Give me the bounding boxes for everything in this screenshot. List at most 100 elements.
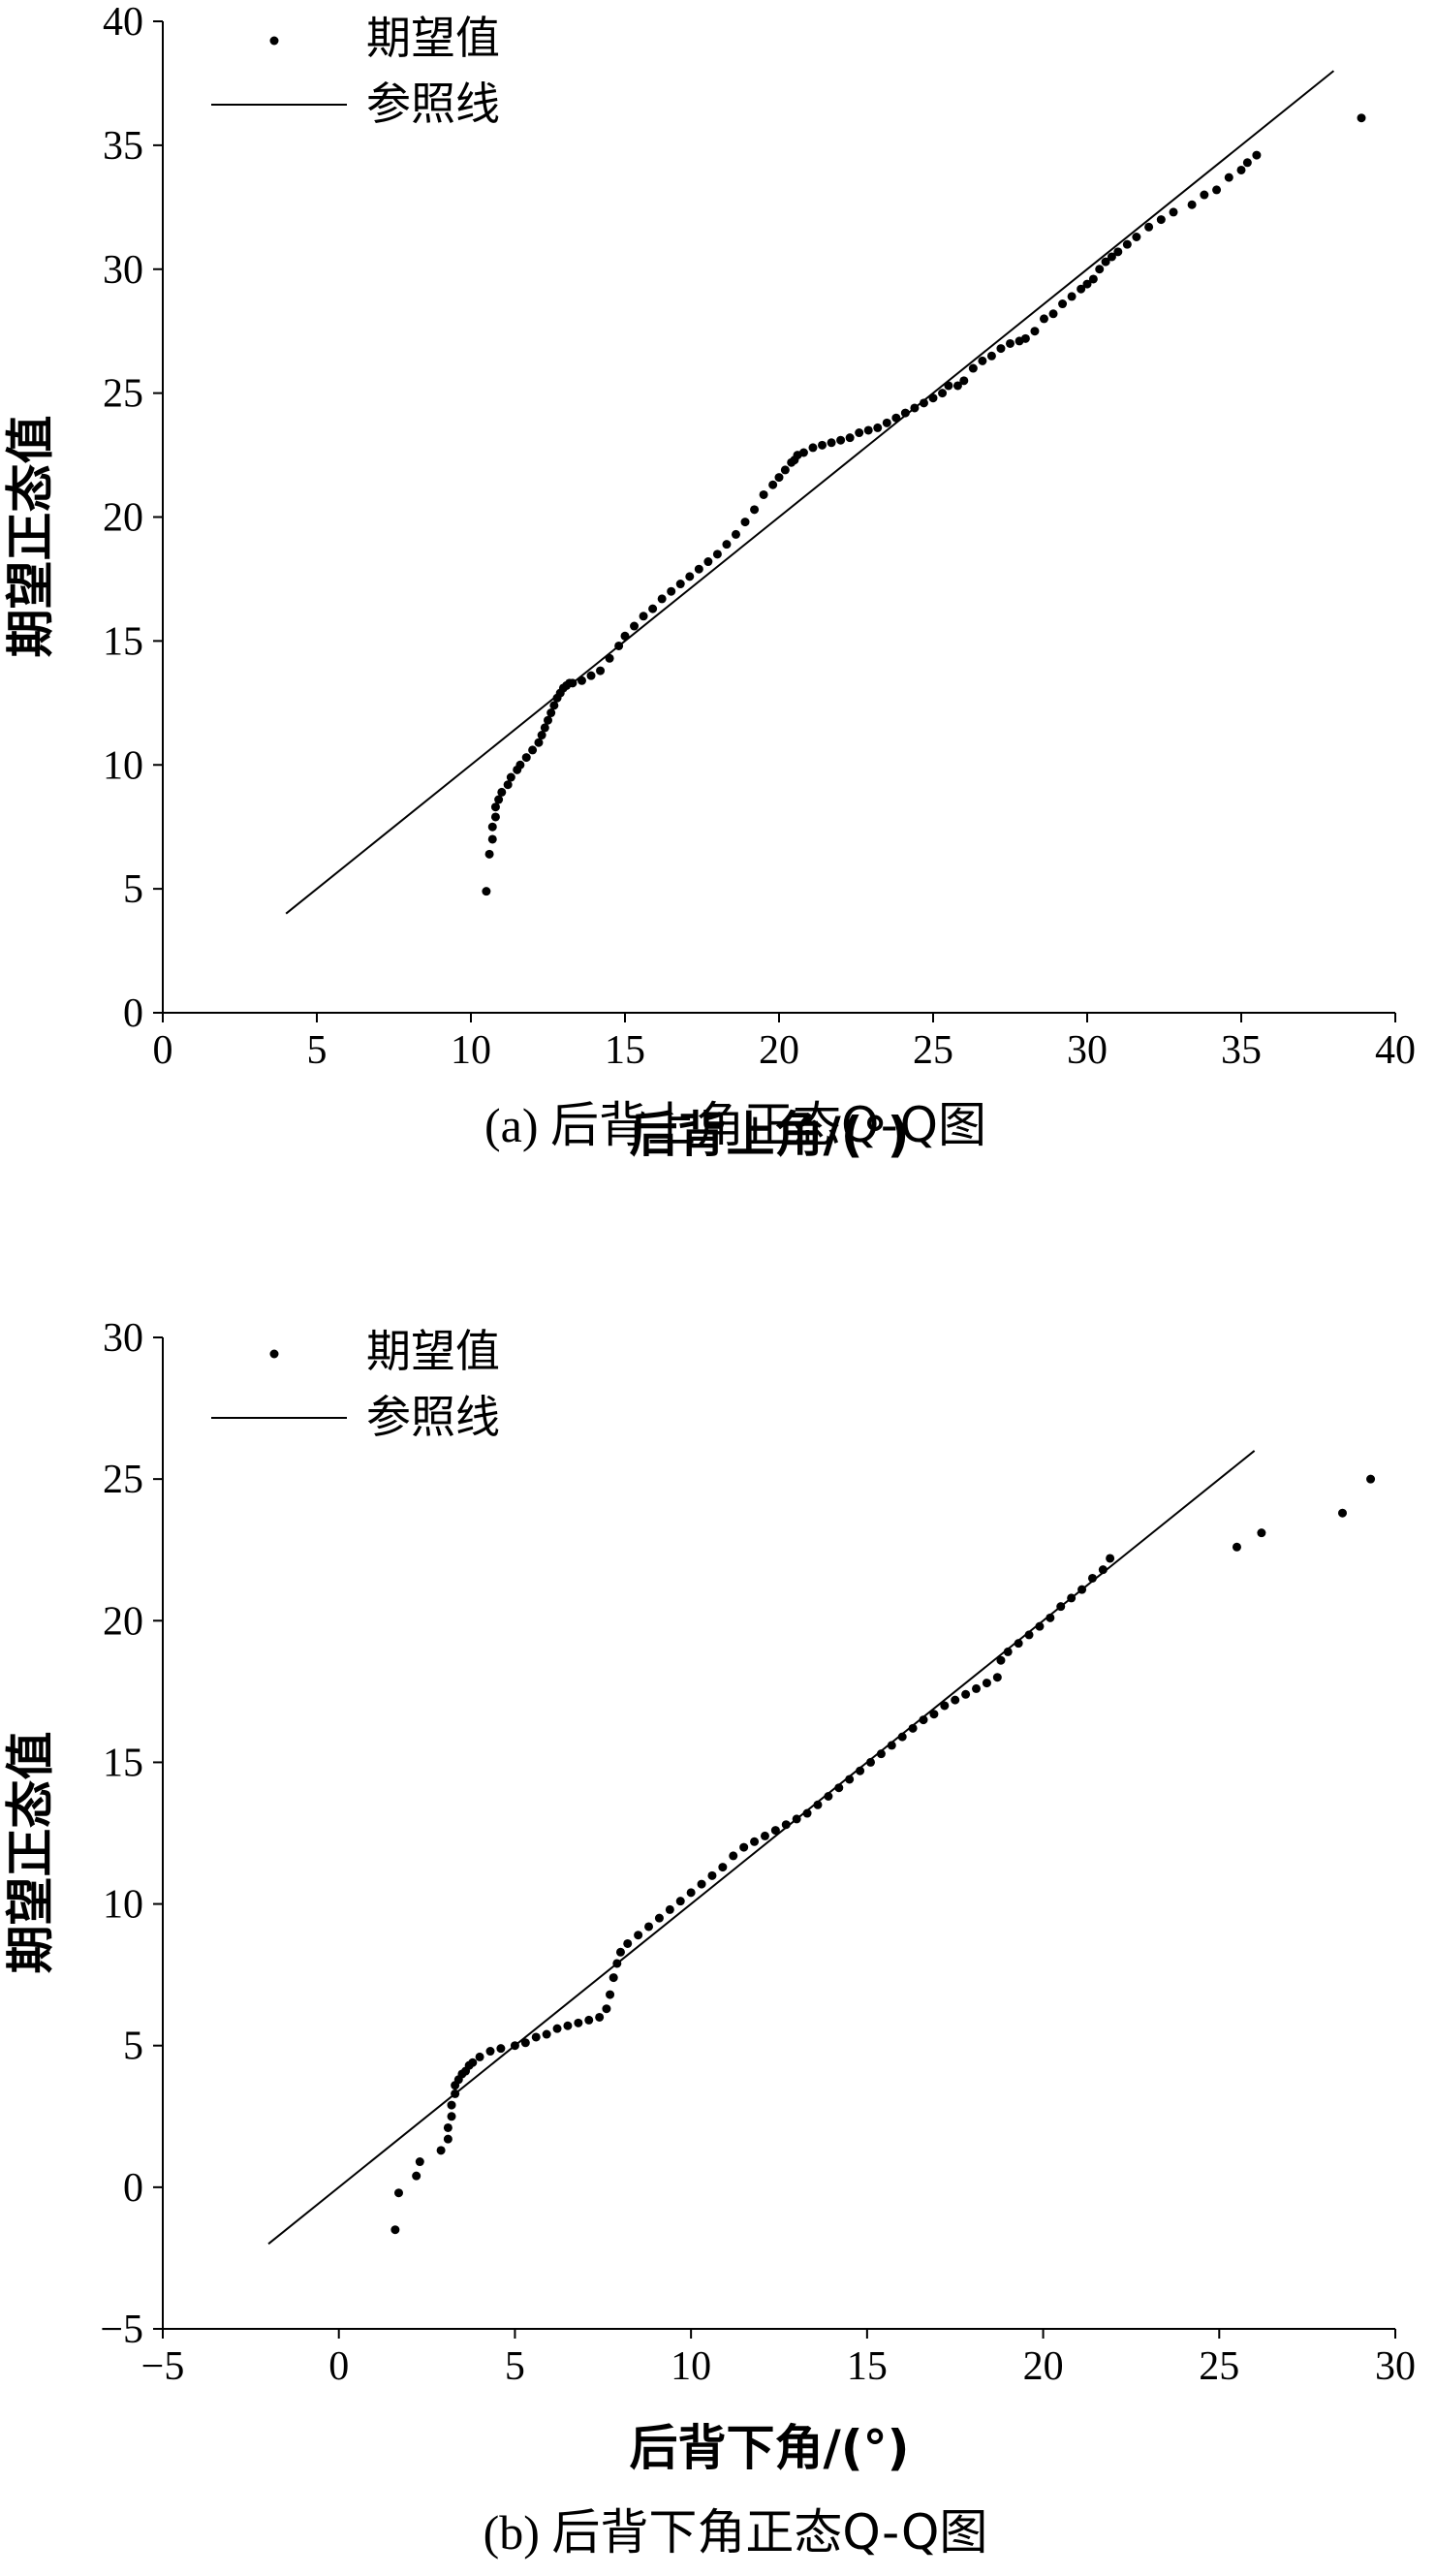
legend-label-expected: 期望值 [366,1325,500,1377]
data-point [657,594,667,604]
data-point [1337,1508,1347,1518]
x-tick-label: 25 [913,1028,953,1073]
data-point [750,1837,760,1846]
caption-text: 后背上角正态Q-Q图 [550,1097,986,1153]
data-point [845,1775,855,1784]
data-point [1101,257,1110,267]
data-point [447,2100,456,2110]
data-point [961,1689,971,1699]
data-point [487,822,497,832]
data-point [694,564,703,574]
legend-label-reference: 参照线 [366,1391,500,1443]
data-point [798,448,808,457]
data-point [891,413,901,423]
x-tick-label: 25 [1199,2344,1239,2389]
data-point [393,2188,403,2198]
data-point [792,1814,801,1824]
data-point [1077,1585,1087,1594]
data-point [485,2047,495,2057]
data-point [781,1820,791,1830]
data-point [475,2052,484,2061]
data-point [1056,1602,1066,1612]
x-tick-label: 40 [1375,1028,1416,1073]
data-point [482,887,491,896]
data-point [760,1831,769,1840]
data-point [634,1931,643,1940]
data-point [667,586,676,596]
data-point [596,666,606,675]
data-point [944,381,953,391]
data-point [602,2004,611,2014]
data-point [982,1679,991,1688]
data-point [718,1863,728,1872]
y-tick-label: 30 [103,1316,143,1361]
data-point [490,812,500,822]
caption-text: 后背下角正态Q-Q图 [551,2504,987,2560]
x-tick-label: 0 [328,2344,349,2389]
data-point [1232,1542,1241,1552]
data-point [887,1741,896,1750]
data-point [1048,309,1058,319]
data-point [620,631,630,641]
data-point [1257,1528,1266,1538]
data-point [1082,279,1092,289]
data-point [876,1749,886,1759]
data-point [900,408,910,418]
data-point [729,1851,738,1861]
data-point [1187,200,1197,209]
data-point [910,403,920,413]
y-tick-label: 10 [103,1883,143,1928]
y-tick-label: 5 [123,2025,143,2069]
data-point [1169,207,1178,217]
data-point [834,1783,844,1793]
data-point [644,1922,654,1932]
data-point [531,2032,541,2042]
data-point [609,1973,618,1983]
data-point [836,435,846,445]
data-point [542,2029,551,2039]
data-point [615,1947,625,1957]
data-point [1035,1621,1045,1631]
y-tick-label: 20 [103,1599,143,1644]
x-tick-label: 5 [307,1028,328,1073]
data-point [390,2225,400,2235]
data-point [703,557,713,567]
y-tick-label: 20 [103,496,143,541]
y-tick-label: 0 [123,991,143,1036]
data-point [623,1938,633,1948]
data-point [952,381,962,391]
data-point [675,1897,685,1906]
data-point [959,376,969,386]
data-point [774,473,784,483]
reference-line [267,1450,1256,2246]
x-tick-label: 5 [505,2344,525,2389]
data-point [929,1710,939,1719]
y-axis-label: 期望正态值 [3,1732,59,1974]
qq-plot-a: 0 5 10 15 20 25 30 35 40 0 5 10 15 20 25 30 35 40 期望值参照线后背… [3,0,1417,1163]
data-point [520,2038,530,2048]
data-point [443,2122,453,2132]
data-point [1252,150,1262,160]
data-point [447,2112,456,2121]
data-point [595,2012,605,2022]
data-point [639,612,648,621]
data-point [510,2041,519,2051]
data-point [415,2157,424,2167]
data-point [606,1990,615,1999]
data-point [515,760,525,770]
data-point [528,745,538,755]
data-point [503,780,513,790]
data-point [808,443,818,453]
y-tick-label: 0 [123,2166,143,2211]
y-tick-label: 10 [103,743,143,788]
data-point [544,715,552,725]
data-point [574,2018,583,2027]
data-point [487,834,497,844]
data-point [1087,1573,1097,1583]
data-point [675,580,685,589]
data-point [712,550,722,559]
data-point [563,2021,573,2030]
data-point [490,802,500,812]
data-point [972,1683,982,1693]
